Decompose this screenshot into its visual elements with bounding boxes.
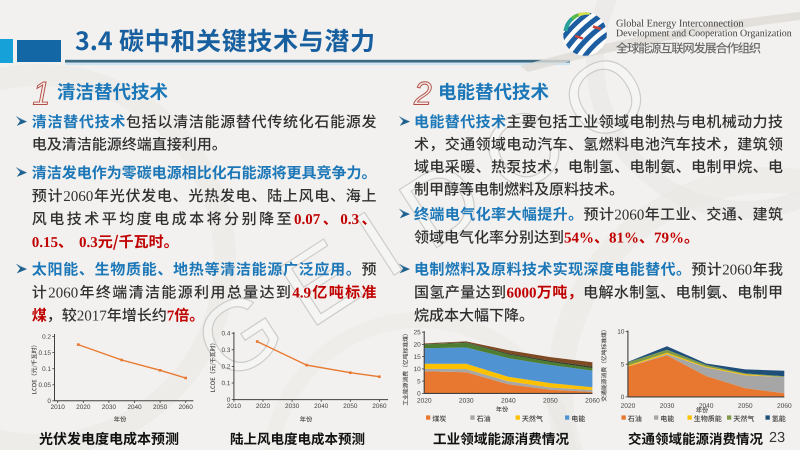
svg-text:2: 2 — [413, 76, 432, 112]
svg-text:1: 1 — [33, 76, 51, 112]
